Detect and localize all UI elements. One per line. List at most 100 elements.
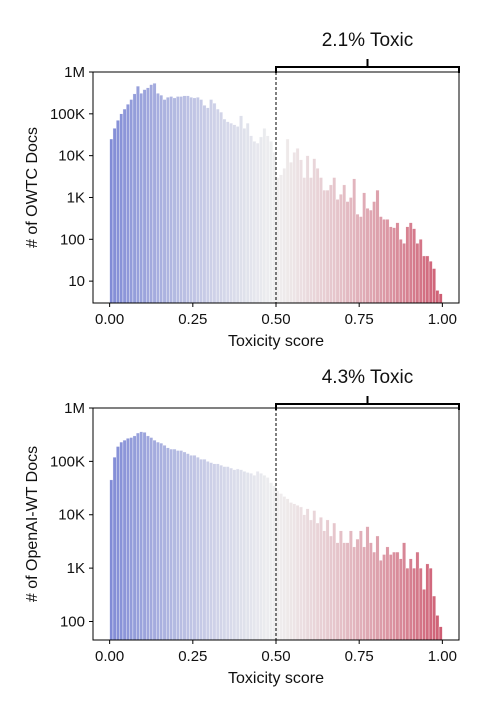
histogram-bar [415,243,420,304]
y-tick-label: 10K [58,148,85,165]
histogram-bar [265,477,270,641]
histogram-bar [239,115,243,304]
histogram-bar [242,128,247,304]
histogram-bar [179,96,184,304]
histogram-bar [195,97,200,304]
histogram-bar [285,138,290,304]
bracket-line [275,396,460,410]
histogram-bar [378,560,383,641]
histogram-bar [136,432,140,641]
histogram-bar [339,193,343,304]
histogram-bar [408,222,413,304]
histogram-bar [279,174,283,304]
histogram-bar [212,463,217,641]
histogram-bar [205,461,210,641]
y-tick-label: 100 [60,231,85,248]
histogram-bar [382,554,386,641]
histogram-bar [359,216,363,304]
histogram-bar [385,546,390,641]
histogram-bar [299,159,303,304]
histogram-bar [425,255,430,304]
histogram-bar [365,208,370,304]
histogram-bar [242,471,247,641]
toxic-bracket: 4.3% Toxic [275,367,460,410]
histogram-bar [112,128,117,304]
histogram-bar [252,141,257,304]
histogram-bar [355,213,360,304]
histogram-bar [249,473,253,641]
histogram-bar [418,239,423,304]
histogram-bar [422,255,426,304]
histogram-bar [292,152,297,304]
histogram-bar [418,567,423,641]
bracket-line [275,59,460,73]
histogram-bar [422,589,426,641]
histogram-bar [259,473,263,641]
histogram-bar [172,448,177,641]
histogram-bar [209,462,213,641]
histogram-bar [139,431,144,641]
histogram-bar [255,142,260,304]
histogram-bar [395,551,400,641]
histogram-bar [388,554,393,641]
histogram-bar [322,530,327,641]
histogram-bar [116,120,120,304]
histogram-bar [179,450,184,641]
histogram-bar [172,97,177,304]
histogram-bar [119,441,124,641]
histogram-bar [309,177,313,304]
y-tick-label: 1M [64,64,85,81]
x-tick-label: 1.00 [428,311,457,328]
histogram-bar [245,122,250,304]
bars-bottom [109,431,443,641]
histogram-bar [146,87,150,304]
histogram-bar [126,438,130,641]
histogram-bar [132,93,137,304]
x-tick-label: 0.25 [178,311,207,328]
histogram-bar [289,161,293,304]
histogram-bar [192,97,197,304]
histogram-bar [385,219,390,304]
histogram-bar [405,226,410,304]
chart-panel-top: 0.00 0.25 0.50 0.75 1.00 10 100 1K 10K 100K 1M Toxi… [24,30,460,350]
histogram-bar [342,184,347,304]
histogram-bar [219,111,223,304]
y-tick-label: 1M [64,400,85,417]
histogram-bar [205,107,210,304]
histogram-bar [156,441,160,641]
histogram-bar [428,567,433,641]
y-tick-label: 1K [67,560,85,577]
histogram-bar [372,201,376,304]
histogram-bar [262,128,267,304]
histogram-bar [329,184,333,304]
histogram-bar [368,542,373,641]
histogram-bar [412,567,416,641]
histogram-bar [162,445,167,641]
histogram-bar [129,437,134,641]
histogram-bar [152,439,157,641]
histogram-bar [159,442,164,641]
histogram-bar [329,535,333,641]
histogram-bar [146,435,150,641]
histogram-bar [415,551,420,641]
histogram-bar [345,542,350,641]
histogram-bar [239,469,243,641]
histogram-bar [249,135,253,304]
histogram-bar [182,95,187,304]
histogram-bar [292,503,297,641]
histogram-bar [352,178,357,304]
histogram-bar [139,93,144,304]
histogram-bar [215,463,220,641]
x-tick-label: 0.50 [261,311,290,328]
histogram-bar [225,466,230,641]
histogram-bar [142,432,147,641]
histogram-bar [152,83,157,304]
histogram-bar [325,519,330,641]
histogram-bar [222,118,227,304]
histogram-bar [408,558,413,641]
histogram-bar [142,89,147,304]
histogram-bar [195,456,200,641]
histogram-bar [412,228,416,304]
histogram-bar [166,447,170,641]
x-tick-label: 0.50 [261,648,290,665]
